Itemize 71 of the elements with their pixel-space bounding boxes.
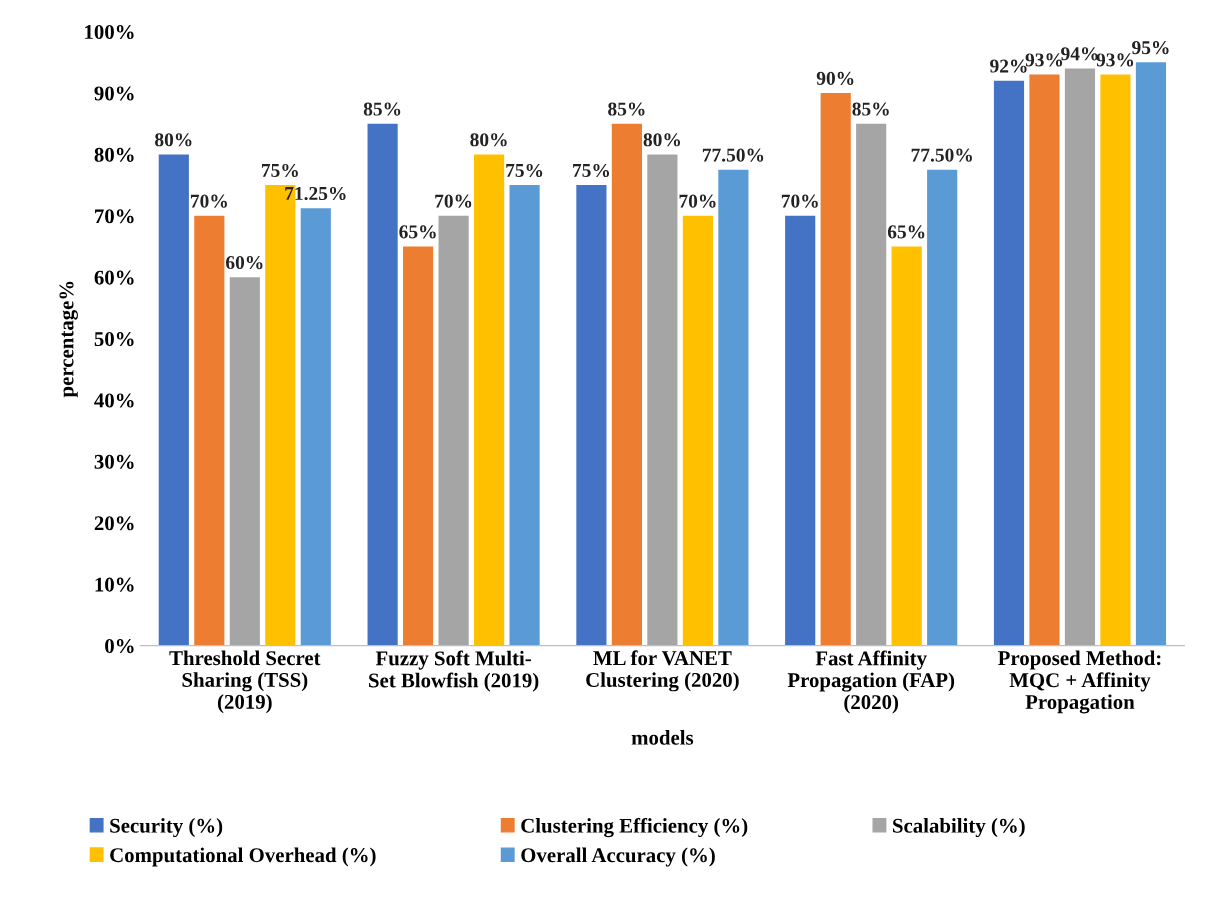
data-label: 90% [816,71,854,85]
y-tick-label: 0% [105,639,134,654]
legend-label: Security (%) [110,818,223,838]
bar [1064,68,1096,646]
bar [194,215,225,646]
x-tick-label: Threshold Secret Sharing (TSS) (2019) [169,650,321,714]
y-tick-label: 30% [94,454,134,469]
x-tick-label: Fast Affinity Propagation (FAP) (2020) [787,650,955,714]
data-label: 85% [363,102,401,116]
y-tick-label: 60% [94,270,134,285]
data-label: 80% [155,133,192,147]
bar [1100,74,1131,646]
bar [403,246,434,646]
data-label: 85% [608,102,645,116]
data-label: 70% [781,194,818,208]
x-tick-label: Proposed Method: MQC + Affinity Propagation [998,650,1161,714]
legend-label: Scalability (%) [893,818,1025,838]
bar [229,277,260,646]
bar [158,154,189,646]
bar [367,123,398,646]
data-label: 80% [643,133,681,147]
data-label: 70% [435,194,472,208]
y-tick-label: 80% [94,147,134,162]
data-label: 85% [852,102,889,116]
data-label: 93% [1025,53,1063,67]
data-label: 65% [887,225,925,239]
bar [576,185,607,646]
legend-label: Clustering Efficiency (%) [521,817,748,838]
bar [611,123,642,646]
data-label: 65% [399,225,436,239]
bar [820,93,851,646]
x-tick-label: ML for VANET Clustering (2020) [586,650,739,692]
data-label: 94% [1061,47,1098,61]
y-tick-label: 20% [94,516,134,531]
data-label: 75% [261,163,298,178]
y-tick-label: 90% [94,86,134,101]
data-label: 75% [573,163,610,178]
data-label: 77.50% [702,148,764,162]
y-tick-label: 70% [95,209,134,224]
y-tick-label: 100% [85,24,134,40]
x-axis-title: models [631,730,694,745]
bar [785,215,816,646]
data-label: 92% [990,59,1027,73]
bar [682,215,713,646]
bar [300,208,331,646]
bar [438,215,469,646]
y-axis-title: percentage% [59,281,78,398]
legend-label: Overall Accuracy (%) [521,847,715,867]
data-label: 93% [1096,53,1134,67]
bar [1135,62,1167,646]
bar [647,154,678,646]
x-tick-label: Fuzzy Soft Multi- Set Blowfish (2019) [369,650,539,692]
bar [993,80,1025,646]
bar [718,169,749,646]
bar [474,154,505,646]
legend-label: Computational Overhead (%) [110,847,376,867]
data-label: 80% [470,133,507,147]
data-label: 75% [506,163,543,178]
y-tick-label: 50% [94,332,134,347]
bar [856,123,887,646]
data-label: 70% [679,194,716,208]
y-tick-label: 10% [95,577,134,592]
bar [891,246,922,646]
bar [1029,74,1060,646]
bar [509,185,540,646]
data-label: 60% [226,255,263,270]
data-label: 77.50% [911,148,972,162]
bar [927,169,958,646]
y-tick-label: 40% [94,393,134,408]
data-label: 70% [190,194,227,208]
data-label: 95% [1132,41,1169,55]
